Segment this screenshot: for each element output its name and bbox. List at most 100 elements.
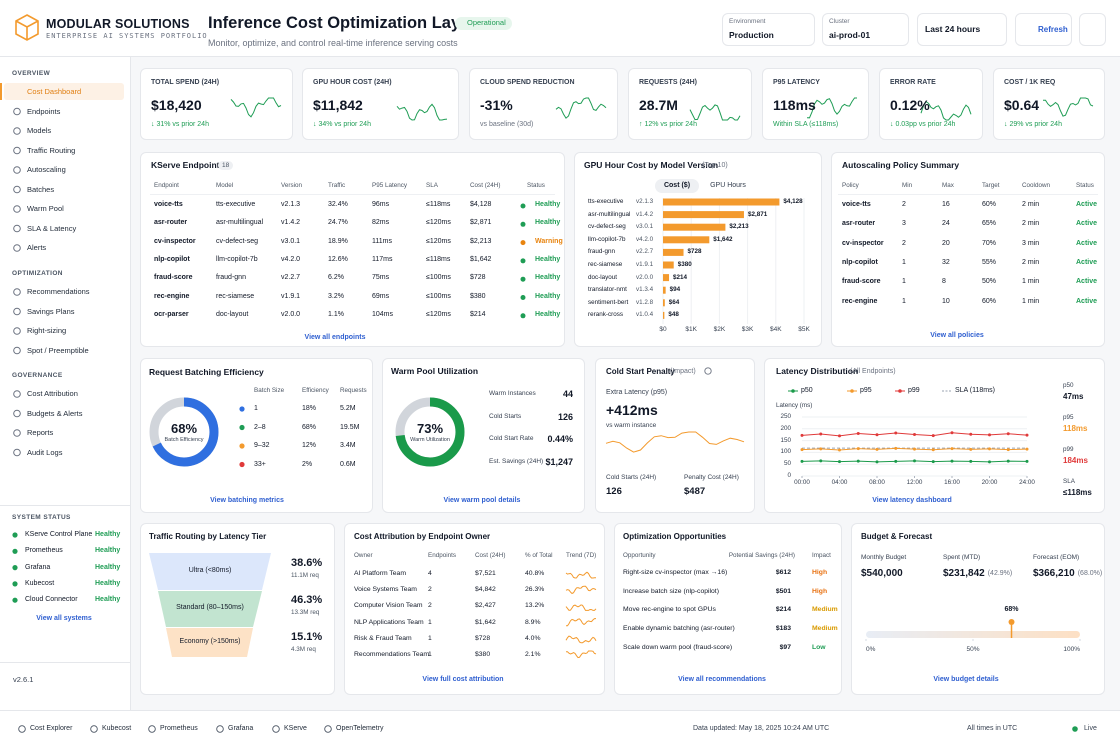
y-tick-label: 50 [783,460,791,468]
table-cell: ≤100ms [426,292,451,300]
tab[interactable]: GPU Hours [710,182,746,189]
bar-category: sentiment-bert [588,298,629,306]
endpoint-count: 18 [218,161,234,171]
environment-select[interactable] [722,13,815,46]
nav-item[interactable]: Models [27,126,52,135]
opportunities-card [614,523,842,695]
table-cell: Risk & Fraud Team [354,634,412,642]
table-cell: $214 [470,310,486,318]
cluster-select[interactable] [822,13,909,46]
progress-knob [1008,619,1015,625]
bar [663,261,674,269]
nav-item[interactable]: Alerts [27,243,47,252]
version: v2.6.1 [13,675,34,684]
table-cell: llm-copilot-7b [216,255,258,263]
range-select[interactable] [917,13,1007,46]
footer-link[interactable]: Grafana [228,725,254,732]
nav-item[interactable]: Savings Plans [27,306,75,316]
panel-link[interactable]: View warm pool details [443,497,521,504]
panel-link[interactable]: View all recommendations [678,676,766,683]
bar-version: v2.1.3 [636,198,654,205]
panel-link[interactable]: View budget details [933,676,999,683]
donut-value [149,397,219,467]
cluster-value[interactable]: ai-prod-01 [829,30,871,40]
panel-link[interactable]: View batching metrics [210,497,284,504]
nav-item[interactable]: Spot / Preemptible [27,345,89,355]
nav-item[interactable]: Autoscaling [27,165,66,174]
nav-item[interactable]: SLA & Latency [27,223,77,233]
nav-item[interactable]: Warm Pool [27,204,64,213]
column-header: Endpoint [154,182,179,189]
nav-item[interactable]: Audit Logs [27,447,63,457]
footer-link[interactable]: OpenTelemetry [336,725,384,732]
footer-link[interactable]: Prometheus [160,725,198,732]
nav-item[interactable]: Right-sizing [27,326,67,335]
budget-label: Monthly Budget [861,554,907,561]
nav-item[interactable]: Reports [27,428,54,437]
panel-link[interactable]: View latency dashboard [872,497,952,504]
refresh-button[interactable] [1015,13,1072,46]
table-cell: 1 [902,258,906,266]
tab[interactable]: Cost ($) [663,182,691,189]
column-header: Cooldown [1022,182,1051,189]
nav-item[interactable]: Recommendations [27,287,90,296]
nav-item[interactable]: Cost Dashboard [27,87,82,96]
bar-category: tts-executive [588,198,624,205]
column-header: SLA [426,182,438,189]
bar-value-label: $4,128 [783,198,803,205]
panel-link[interactable]: View full cost attribution [422,676,504,683]
system-link[interactable]: View all systems [36,615,92,622]
bar [663,286,666,294]
sparkline [566,650,597,659]
x-tick-label: 24:00 [1019,479,1035,486]
divider [838,194,1098,195]
footer-timezone: All times in UTC [967,725,1018,732]
nav-item[interactable]: Endpoints [27,106,61,116]
column-header: Potential Savings (24H) [728,552,795,559]
panel-title: Request Batching Efficiency [149,367,264,377]
table-cell: $380 [470,292,486,300]
table-cell: Recommendations Team [354,651,430,658]
table-cell: Move rec-engine to spot GPUs [623,606,716,614]
brand-name: MODULAR SOLUTIONS [46,17,190,31]
kpi-delta: ↓ 0.03pp vs prior 24h [890,121,956,128]
table-cell: Active [1076,239,1098,247]
brand-tagline: ENTERPRISE AI SYSTEMS PORTFOLIO [46,32,208,40]
x-tick-label: 00:00 [794,479,810,486]
nav-icon [13,146,21,155]
latency-card [764,358,1105,513]
nav-item[interactable]: Budgets & Alerts [27,408,83,418]
kpi-card [879,68,983,140]
footer-link[interactable]: Kubecost [102,725,132,732]
range-value[interactable]: Last 24 hours [925,24,981,34]
footer-link[interactable]: Cost Explorer [30,725,73,732]
footer-link[interactable]: KServe [284,725,307,732]
latency-point [969,459,973,463]
table-cell: fraud-score [842,278,881,286]
progress-label: 68% [1004,606,1019,613]
sparkline [806,97,857,119]
table-cell: 1.1% [328,310,344,318]
stat-value: $1,247 [545,456,573,467]
latency-point [1025,447,1029,451]
kpi-card [302,68,459,140]
nav-item[interactable]: Cost Attribution [27,389,78,398]
status-dot [12,581,18,587]
table-cell: v1.4.2 [281,219,301,227]
table-cell: $612 [775,569,791,576]
latency-point [1025,433,1029,437]
system-name: Cloud Connector [25,596,78,604]
table-cell: 13.2% [525,602,545,610]
environment-value[interactable]: Production [729,30,774,40]
panel-link[interactable]: View all endpoints [304,334,366,341]
settings-button[interactable] [1079,13,1106,46]
impact: Medium [812,606,838,614]
nav-item[interactable]: Batches [27,184,55,194]
table-cell: nlp-copilot [154,255,190,263]
nav-item[interactable]: Traffic Routing [27,145,76,155]
refresh-label[interactable]: Refresh [1038,25,1068,34]
bar [663,223,726,231]
latency-point [875,460,879,464]
panel-link[interactable]: View all policies [930,332,984,339]
bar [663,248,684,256]
